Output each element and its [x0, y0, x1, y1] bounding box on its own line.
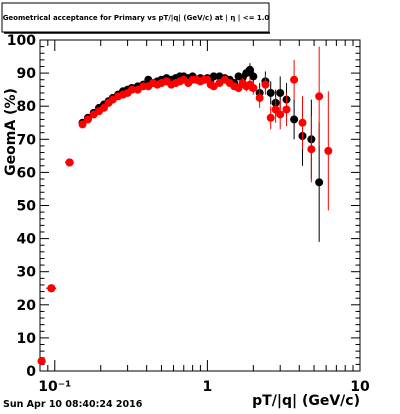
data-series-layer — [37, 46, 333, 366]
y-tick-label: 20 — [17, 298, 37, 314]
data-point — [290, 75, 299, 84]
data-point — [209, 72, 218, 81]
data-point — [282, 105, 291, 114]
data-point — [261, 80, 270, 89]
data-point — [307, 145, 316, 154]
y-axis-ticks — [40, 39, 360, 372]
x-tick-label: 1 — [203, 379, 213, 395]
data-point — [83, 115, 92, 124]
data-point — [266, 88, 275, 97]
y-tick-label: 90 — [17, 66, 37, 82]
x-tick-label: 10⁻¹ — [38, 379, 71, 395]
data-point — [127, 85, 136, 94]
data-point — [276, 110, 285, 119]
data-point — [315, 178, 324, 187]
data-point — [78, 120, 87, 129]
data-point — [290, 115, 299, 124]
y-tick-label: 50 — [17, 199, 37, 215]
chart-title: Geometrical acceptance for Primary vs pT… — [3, 14, 270, 23]
data-point — [245, 65, 254, 74]
x-tick-label: 10 — [350, 379, 370, 395]
series-1 — [37, 46, 333, 366]
data-point — [266, 113, 275, 122]
y-tick-label: 30 — [17, 265, 37, 281]
y-tick-label: 100 — [7, 33, 36, 49]
data-point — [255, 93, 264, 102]
y-axis-tick-labels: 0 10 20 30 40 50 60 70 80 90 100 — [7, 33, 36, 380]
y-tick-label: 70 — [17, 132, 37, 148]
y-axis-title: GeomA (%) — [3, 88, 19, 176]
y-tick-label: 0 — [26, 364, 36, 380]
data-point — [249, 83, 258, 92]
data-point — [37, 357, 46, 366]
x-axis-tick-labels: 10⁻¹ 1 10 — [38, 379, 370, 395]
y-tick-label: 10 — [17, 331, 37, 347]
data-point — [315, 92, 324, 101]
y-tick-label: 60 — [17, 165, 37, 181]
y-tick-label: 40 — [17, 232, 37, 248]
plot-frame — [39, 39, 361, 372]
x-axis-ticks — [39, 40, 361, 371]
data-point — [276, 88, 285, 97]
data-point — [47, 284, 56, 293]
data-point — [324, 146, 333, 155]
y-tick-label: 80 — [17, 99, 37, 115]
data-point — [249, 72, 258, 81]
x-axis-title: pT/|q| (GeV/c) — [252, 393, 360, 409]
data-point — [298, 118, 307, 127]
data-point — [65, 158, 74, 167]
title-frame — [1, 2, 270, 33]
title-box: Geometrical acceptance for Primary vs pT… — [1, 2, 270, 34]
timestamp-footer: Sun Apr 10 08:40:24 2016 — [3, 399, 143, 410]
